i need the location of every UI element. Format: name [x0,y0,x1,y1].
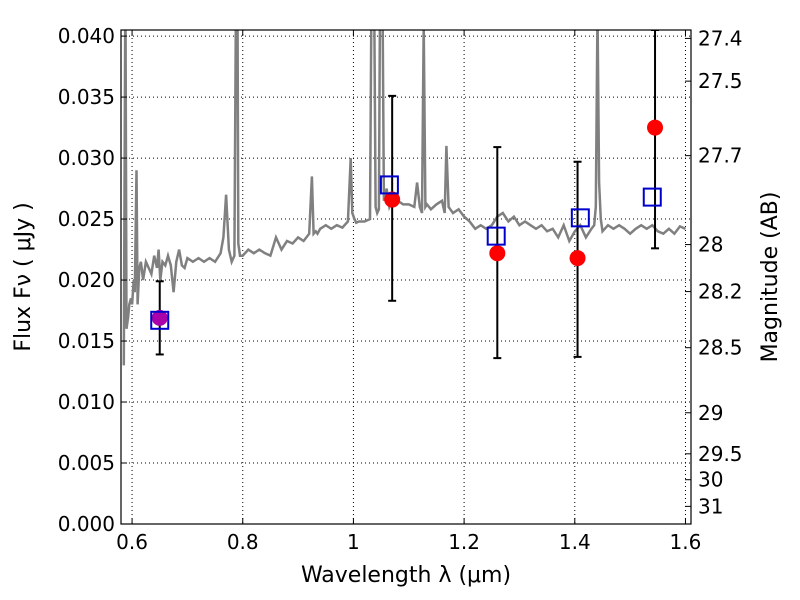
plot-frame [120,29,692,525]
mag-tick-label: 28 [698,233,723,257]
mag-tick-label: 27.7 [698,144,743,168]
grid-lines [121,30,691,525]
x-tick-label: 1.2 [448,530,480,554]
observed-points [151,119,664,326]
mag-tick-label: 29.5 [698,442,743,466]
model-points [150,175,662,330]
mag-tick-label: 27.4 [698,26,743,50]
y-tick-label: 0.010 [58,390,115,414]
x-tick-label: 1 [347,530,360,554]
y-tick-label: 0.015 [58,329,115,353]
mag-tick-label: 27.5 [698,69,743,93]
x-tick-label: 0.6 [116,530,148,554]
y-axis-title: Flux Fν ( μJy ) [11,202,36,351]
observed-point [384,191,401,208]
x-tick-label: 0.8 [227,530,259,554]
y-tick-label: 0.000 [58,512,115,536]
y-tick-label: 0.025 [58,207,115,231]
model-point [379,175,399,195]
y-tick-label: 0.040 [58,24,115,48]
axis-ticks [121,30,691,525]
y2-axis-title: Magnitude (AB) [758,192,783,363]
mag-tick-label: 31 [698,494,723,518]
spectrum-line [122,30,686,366]
observed-point [569,250,586,267]
y-tick-label: 0.030 [58,146,115,170]
model-point [642,187,662,207]
mag-tick-label: 30 [698,468,723,492]
model-point [570,208,590,228]
observed-point [647,119,664,136]
x-tick-label: 1.6 [670,530,702,554]
y-tick-label: 0.005 [58,451,115,475]
mag-tick-label: 28.5 [698,336,743,360]
error-bars [155,30,660,360]
mag-tick-label: 28.2 [698,280,743,304]
mag-tick-label: 29 [698,401,723,425]
x-axis-title: Wavelength λ (μm) [301,563,511,588]
observed-point [151,309,168,326]
y-tick-label: 0.020 [58,268,115,292]
model-point [486,226,506,246]
tick-labels: 0.6 0.8 1 1.2 1.4 1.6 0.000 0.005 0.010 0.015 0.02… [58,24,743,554]
y-tick-label: 0.035 [58,85,115,109]
observed-point [489,245,506,262]
x-tick-label: 1.4 [559,530,591,554]
model-point [150,310,170,330]
